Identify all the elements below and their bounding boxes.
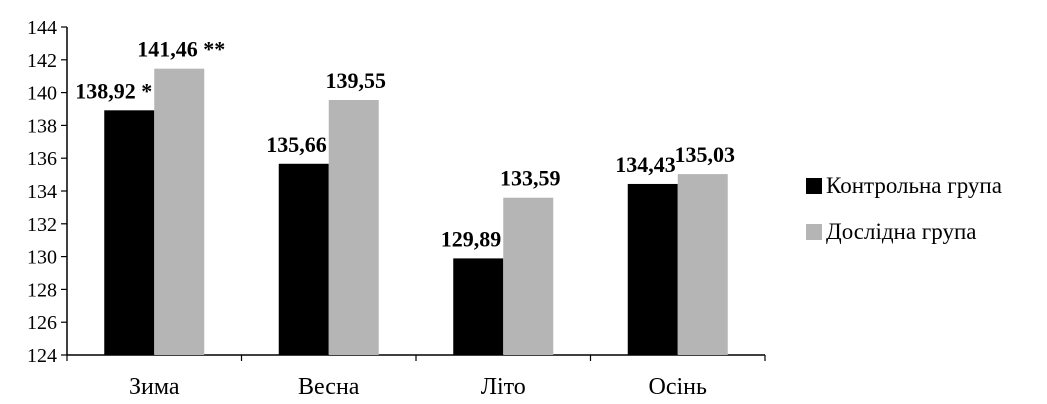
x-category-label: Осінь [649, 374, 707, 400]
chart-axes: 124 126 128 130 132 134 136 138 140 142 144 Зима Вес… [27, 17, 766, 400]
data-label: 134,43 [615, 152, 676, 177]
y-tick-label: 136 [27, 148, 57, 170]
y-tick-label: 142 [27, 50, 57, 72]
data-label: 141,46 ** [137, 37, 225, 62]
x-category-label: Літо [481, 374, 526, 400]
data-label: 133,59 [500, 166, 561, 191]
y-tick-label: 132 [27, 214, 57, 236]
bar-control [627, 183, 678, 355]
y-tick-label: 134 [27, 181, 57, 203]
bar-control [278, 163, 329, 355]
legend-swatch-experimental [806, 224, 822, 240]
data-label: 129,89 [441, 226, 502, 251]
y-tick-label: 140 [27, 83, 57, 105]
bar-control [453, 258, 504, 355]
data-label: 135,03 [675, 142, 736, 167]
legend-swatch-control [806, 178, 822, 194]
y-tick-label: 126 [27, 312, 57, 334]
x-category-label: Зима [129, 374, 180, 400]
chart-bars [104, 68, 728, 355]
y-tick-label: 144 [27, 17, 57, 39]
y-tick-label: 124 [27, 345, 57, 367]
y-tick-label: 138 [27, 115, 57, 137]
data-label: 138,92 * [75, 78, 152, 103]
bar-experimental [154, 68, 205, 355]
x-category-label: Весна [298, 374, 360, 400]
bar-experimental [677, 174, 728, 355]
chart-data-labels: 138,92 * 141,46 ** 135,66 139,55 129,89 133,5… [75, 37, 735, 252]
data-label: 139,55 [326, 68, 387, 93]
legend-label: Дослідна група [826, 219, 976, 244]
y-tick-label: 130 [27, 247, 57, 269]
legend-label: Контрольна група [826, 173, 1002, 198]
bar-experimental [503, 197, 554, 355]
bar-experimental [328, 99, 379, 355]
y-tick-label: 128 [27, 279, 57, 301]
chart-legend: Контрольна група Дослідна група [806, 173, 1002, 244]
bar-control [104, 110, 155, 355]
data-label: 135,66 [266, 132, 327, 157]
